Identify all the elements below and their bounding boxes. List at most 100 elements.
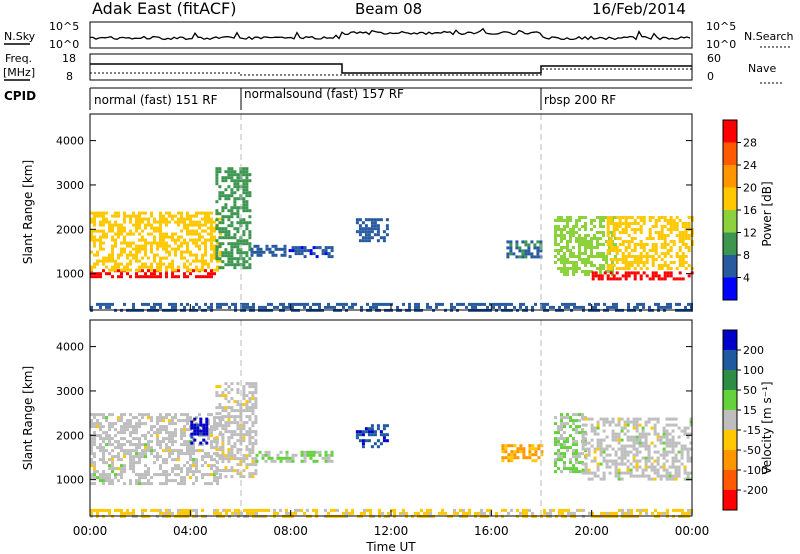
range-gate-cell	[636, 255, 640, 258]
range-gate-cell	[96, 250, 99, 254]
range-gate-cell	[560, 267, 563, 270]
range-gate-cell	[120, 449, 123, 453]
range-gate-cell	[156, 268, 159, 272]
range-gate-cell	[644, 432, 648, 436]
range-gate-cell	[159, 511, 162, 515]
range-gate-cell	[99, 437, 102, 441]
range-gate-cell	[126, 268, 129, 272]
range-gate-cell	[611, 231, 614, 234]
range-gate-cell	[669, 246, 673, 249]
range-gate-cell	[596, 420, 600, 424]
range-gate-cell	[593, 429, 597, 433]
range-gate-cell	[566, 437, 569, 441]
range-gate-cell	[486, 508, 489, 512]
range-gate-cell	[635, 441, 639, 445]
range-gate-cell	[379, 430, 383, 434]
range-gate-cell	[90, 458, 93, 462]
range-gate-cell	[624, 249, 628, 252]
range-gate-cell	[639, 267, 643, 270]
range-gate-cell	[521, 252, 525, 256]
range-gate-cell	[120, 511, 123, 515]
range-gate-cell	[201, 217, 204, 221]
range-gate-cell	[221, 266, 225, 270]
range-gate-cell	[93, 262, 96, 266]
range-gate-cell	[199, 432, 203, 436]
range-gate-cell	[99, 223, 102, 227]
range-gate-cell	[174, 467, 177, 471]
range-gate-cell	[376, 227, 380, 231]
range-gate-cell	[330, 255, 334, 259]
range-gate-cell	[672, 240, 676, 243]
scatter-region	[288, 246, 334, 259]
range-gate-cell	[681, 225, 685, 228]
range-gate-cell	[99, 422, 102, 426]
range-gate-cell	[102, 476, 105, 480]
range-gate-cell	[518, 246, 522, 250]
range-gate-cell	[186, 508, 189, 512]
range-gate-cell	[171, 265, 174, 269]
range-gate-cell	[522, 302, 525, 306]
range-gate-cell	[141, 229, 144, 233]
range-gate-cell	[312, 302, 315, 306]
range-gate-cell	[224, 197, 228, 201]
range-gate-cell	[177, 275, 180, 279]
range-gate-cell	[660, 252, 664, 255]
range-gate-cell	[563, 261, 566, 264]
range-gate-cell	[654, 302, 657, 306]
range-gate-cell	[248, 409, 252, 413]
range-gate-cell	[665, 474, 669, 478]
range-gate-cell	[215, 227, 219, 231]
range-gate-cell	[602, 474, 606, 478]
range-gate-cell	[180, 256, 183, 260]
range-gate-cell	[135, 428, 138, 432]
range-gate-cell	[361, 442, 365, 446]
range-gate-cell	[224, 397, 228, 401]
range-gate-cell	[321, 252, 325, 256]
range-gate-cell	[587, 255, 590, 258]
range-gate-cell	[174, 464, 177, 468]
range-gate-cell	[294, 249, 298, 253]
range-gate-cell	[563, 437, 566, 441]
range-gate-cell	[90, 250, 93, 254]
range-gate-cell	[227, 197, 231, 201]
range-gate-cell	[215, 254, 219, 258]
range-gate-cell	[215, 460, 219, 464]
range-gate-cell	[245, 454, 249, 458]
range-gate-cell	[144, 434, 147, 438]
range-gate-cell	[162, 437, 165, 441]
range-gate-cell	[630, 264, 634, 267]
range-gate-cell	[165, 217, 168, 221]
range-gate-cell	[171, 262, 174, 266]
range-gate-cell	[654, 231, 658, 234]
range-gate-cell	[245, 466, 249, 470]
range-gate-cell	[183, 265, 186, 269]
range-gate-cell	[252, 302, 255, 306]
range-gate-cell	[624, 219, 628, 222]
range-gate-cell	[635, 438, 639, 442]
range-gate-cell	[591, 305, 594, 309]
range-gate-cell	[174, 449, 177, 453]
range-gate-cell	[515, 255, 519, 259]
range-gate-cell	[230, 251, 234, 255]
range-gate-cell	[236, 391, 240, 395]
range-gate-cell	[129, 422, 132, 426]
range-gate-cell	[190, 432, 194, 436]
range-gate-cell	[584, 447, 588, 451]
range-gate-cell	[141, 476, 144, 480]
range-gate-cell	[239, 418, 243, 422]
range-gate-cell	[522, 447, 526, 451]
range-gate-cell	[120, 241, 123, 245]
range-gate-cell	[633, 305, 636, 309]
range-gate-cell	[245, 409, 249, 413]
range-gate-cell	[162, 473, 165, 477]
range-gate-cell	[642, 243, 646, 246]
range-gate-cell	[600, 274, 604, 278]
range-gate-cell	[379, 433, 383, 437]
range-gate-cell	[630, 222, 634, 225]
range-gate-cell	[227, 442, 231, 446]
range-gate-cell	[557, 252, 560, 255]
range-gate-cell	[123, 250, 126, 254]
range-gate-cell	[560, 216, 563, 219]
range-gate-cell	[659, 453, 663, 457]
